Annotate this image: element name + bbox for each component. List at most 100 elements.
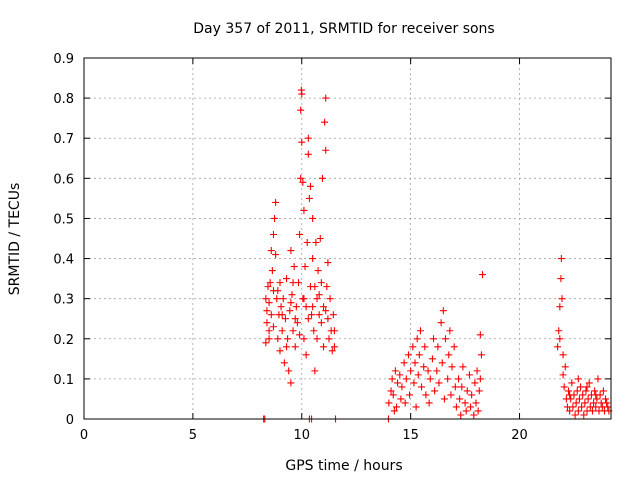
data-point bbox=[325, 335, 333, 343]
data-point bbox=[465, 371, 473, 379]
data-point bbox=[315, 291, 323, 299]
data-point bbox=[585, 379, 593, 387]
data-point bbox=[330, 327, 338, 335]
data-point bbox=[590, 399, 598, 407]
data-point bbox=[263, 307, 271, 315]
data-point bbox=[475, 387, 483, 395]
data-point bbox=[437, 319, 445, 327]
data-point bbox=[407, 367, 415, 375]
data-point bbox=[264, 283, 272, 291]
data-point bbox=[413, 335, 421, 343]
data-point bbox=[312, 239, 320, 247]
data-point bbox=[387, 387, 395, 395]
data-point bbox=[309, 303, 317, 311]
data-point bbox=[281, 315, 289, 323]
data-point bbox=[468, 391, 476, 399]
data-point bbox=[283, 275, 291, 283]
data-point bbox=[428, 355, 436, 363]
data-point bbox=[557, 255, 565, 263]
data-point bbox=[577, 383, 585, 391]
data-point bbox=[306, 182, 314, 190]
data-point bbox=[280, 359, 288, 367]
data-point bbox=[476, 375, 484, 383]
data-point bbox=[318, 174, 326, 182]
data-point bbox=[296, 331, 304, 339]
data-point bbox=[276, 347, 284, 355]
data-point bbox=[303, 239, 311, 247]
data-point bbox=[292, 303, 300, 311]
data-point bbox=[317, 319, 325, 327]
data-point bbox=[458, 383, 466, 391]
data-point bbox=[296, 230, 304, 238]
data-point bbox=[567, 395, 575, 403]
data-point bbox=[299, 178, 307, 186]
data-point bbox=[302, 351, 310, 359]
data-point bbox=[274, 335, 282, 343]
data-point bbox=[388, 375, 396, 383]
data-point bbox=[271, 214, 279, 222]
data-point bbox=[416, 327, 424, 335]
data-point bbox=[602, 395, 610, 403]
data-point bbox=[555, 327, 563, 335]
data-point bbox=[479, 271, 487, 279]
data-point bbox=[588, 407, 596, 415]
data-point bbox=[421, 343, 429, 351]
data-point bbox=[418, 383, 426, 391]
x-tick-label: 20 bbox=[511, 428, 528, 443]
data-point bbox=[313, 335, 321, 343]
x-tick-label: 15 bbox=[402, 428, 419, 443]
data-point bbox=[561, 363, 569, 371]
data-point bbox=[439, 307, 447, 315]
data-point bbox=[447, 391, 455, 399]
data-point bbox=[320, 343, 328, 351]
data-point bbox=[389, 391, 397, 399]
data-point bbox=[283, 343, 291, 351]
data-point bbox=[415, 351, 423, 359]
data-point bbox=[566, 391, 574, 399]
data-point bbox=[301, 263, 309, 271]
data-point bbox=[430, 335, 438, 343]
data-point bbox=[324, 259, 332, 267]
data-point bbox=[434, 343, 442, 351]
data-point bbox=[309, 255, 317, 263]
data-point bbox=[265, 335, 273, 343]
data-point bbox=[322, 146, 330, 154]
data-point bbox=[385, 399, 393, 407]
data-point bbox=[473, 367, 481, 375]
data-point bbox=[599, 387, 607, 395]
chart-title: Day 357 of 2011, SRMTID for receiver son… bbox=[193, 21, 494, 37]
data-point bbox=[440, 395, 448, 403]
data-point bbox=[288, 291, 296, 299]
plot-frame bbox=[83, 57, 612, 420]
data-point bbox=[291, 343, 299, 351]
data-point bbox=[309, 214, 317, 222]
data-point bbox=[300, 206, 308, 214]
data-point bbox=[581, 399, 589, 407]
data-point bbox=[559, 351, 567, 359]
data-point bbox=[402, 375, 410, 383]
data-point bbox=[272, 251, 280, 259]
x-tick-label: 10 bbox=[293, 428, 310, 443]
data-point bbox=[272, 198, 280, 206]
data-point bbox=[414, 371, 422, 379]
data-point bbox=[287, 379, 295, 387]
data-point bbox=[330, 343, 338, 351]
data-point bbox=[603, 399, 611, 407]
data-point bbox=[277, 303, 285, 311]
data-point bbox=[422, 391, 430, 399]
data-point bbox=[329, 311, 337, 319]
data-point bbox=[410, 379, 418, 387]
data-point bbox=[315, 311, 323, 319]
data-point bbox=[409, 343, 417, 351]
data-point bbox=[556, 335, 564, 343]
data-point bbox=[267, 247, 275, 255]
data-point bbox=[263, 319, 271, 327]
data-point bbox=[316, 235, 324, 242]
data-point bbox=[560, 383, 568, 391]
data-point bbox=[566, 407, 574, 415]
grid bbox=[84, 58, 611, 419]
data-point bbox=[278, 311, 286, 319]
data-point bbox=[470, 411, 478, 419]
data-point bbox=[445, 351, 453, 359]
data-point bbox=[583, 383, 591, 391]
